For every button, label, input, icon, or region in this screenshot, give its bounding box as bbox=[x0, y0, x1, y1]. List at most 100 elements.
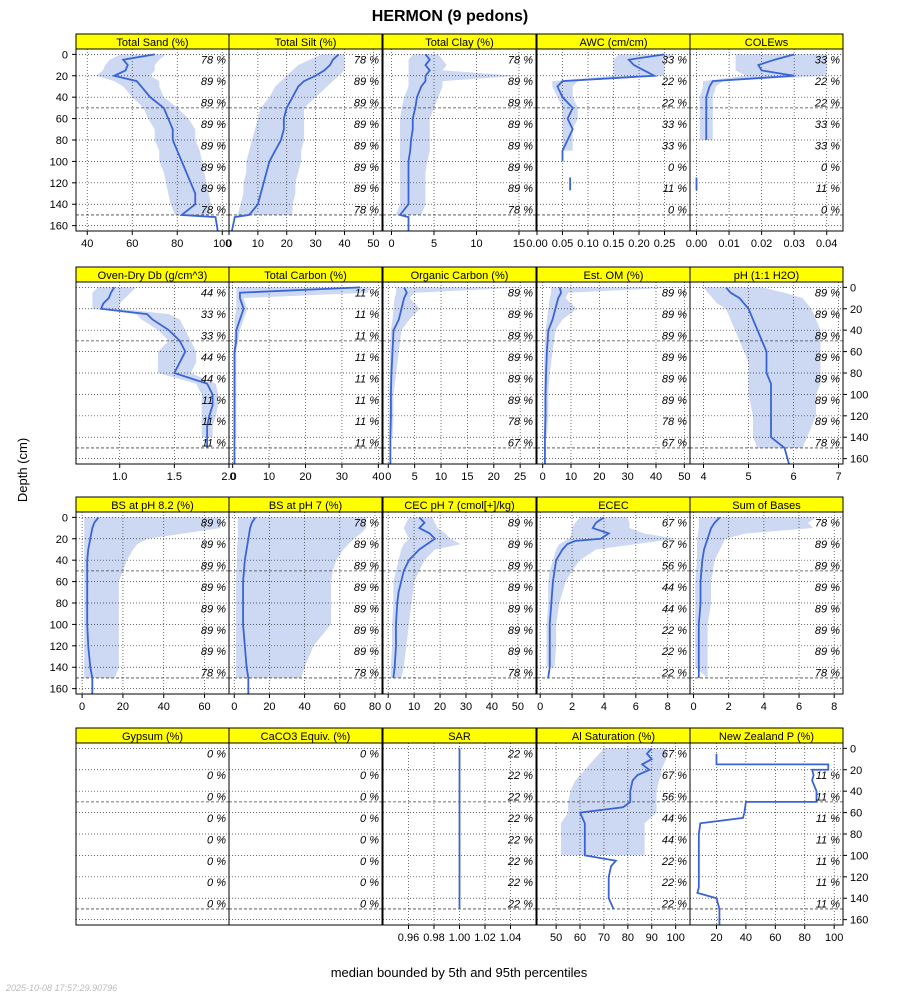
data-coverage-label: 0 % bbox=[360, 813, 379, 825]
x-tick-label: 40 bbox=[158, 701, 170, 713]
x-tick-label: 10 bbox=[470, 238, 482, 250]
data-coverage-label: 89 % bbox=[201, 162, 226, 174]
x-tick-label: 60 bbox=[334, 701, 346, 713]
x-tick-label: 90 bbox=[646, 932, 658, 944]
depth-tick-label: 20 bbox=[850, 765, 862, 777]
data-coverage-label: 33 % bbox=[201, 331, 226, 343]
panel-0-4: COLEws 33 % 22 % 22 % 33 % 33 % 0 % 11 % 0 % 0.00… bbox=[686, 33, 844, 250]
percentile-band bbox=[703, 287, 821, 448]
percentile-band bbox=[236, 517, 367, 678]
data-coverage-label: 0 % bbox=[360, 834, 379, 846]
panel-frame bbox=[228, 48, 383, 232]
data-coverage-label: 89 % bbox=[354, 76, 379, 88]
data-coverage-label: 22 % bbox=[507, 813, 533, 825]
x-tick-label: 1.0 bbox=[112, 471, 127, 483]
x-tick-label: 50 bbox=[367, 238, 379, 250]
data-coverage-label: 11 % bbox=[816, 813, 840, 825]
depth-tick-label: 80 bbox=[850, 368, 862, 380]
x-tick-label: 40 bbox=[298, 701, 310, 713]
x-tick-label: 0.04 bbox=[816, 238, 837, 250]
data-coverage-label: 0 % bbox=[360, 792, 379, 804]
data-coverage-label: 22 % bbox=[507, 877, 533, 889]
data-coverage-label: 89 % bbox=[815, 352, 840, 364]
depth-tick-label: 80 bbox=[56, 598, 68, 610]
data-coverage-label: 89 % bbox=[815, 331, 840, 343]
data-coverage-label: 11 % bbox=[816, 834, 840, 846]
median-line bbox=[389, 286, 408, 464]
data-coverage-label: 89 % bbox=[201, 561, 226, 573]
percentile-band bbox=[695, 517, 817, 678]
x-tick-label: 60 bbox=[126, 238, 138, 250]
x-tick-label: 5 bbox=[412, 471, 418, 483]
depth-tick-label: 120 bbox=[50, 178, 68, 190]
x-tick-label: 6 bbox=[796, 701, 802, 713]
x-tick-label: 40 bbox=[486, 701, 498, 713]
data-coverage-label: 89 % bbox=[508, 140, 533, 152]
x-tick-label: 0 bbox=[79, 701, 85, 713]
data-coverage-label: 11 % bbox=[355, 309, 379, 321]
depth-tick-label: 80 bbox=[56, 135, 68, 147]
x-tick-label: 25 bbox=[514, 471, 526, 483]
data-coverage-label: 11 % bbox=[355, 416, 379, 428]
data-coverage-label: 11 % bbox=[355, 331, 379, 343]
x-tick-label: 30 bbox=[336, 471, 348, 483]
x-tick-label: 100 bbox=[825, 932, 843, 944]
data-coverage-label: 33 % bbox=[815, 119, 840, 131]
data-coverage-label: 89 % bbox=[201, 539, 226, 551]
data-coverage-label: 89 % bbox=[354, 119, 379, 131]
data-coverage-label: 89 % bbox=[354, 603, 379, 615]
x-tick-label: 0.15 bbox=[603, 238, 624, 250]
x-tick-label: 60 bbox=[769, 932, 781, 944]
x-tick-label: 60 bbox=[574, 932, 586, 944]
panel-strip-label: Total Clay (%) bbox=[425, 37, 493, 49]
data-coverage-label: 89 % bbox=[815, 603, 840, 615]
median-line bbox=[99, 286, 214, 448]
data-coverage-label: 0 % bbox=[360, 770, 379, 782]
x-tick-label: 1.02 bbox=[474, 932, 495, 944]
panel-0-2: Total Clay (%) 78 % 89 % 89 % 89 % 89 % 89 % 89… bbox=[382, 33, 537, 250]
x-tick-label: 80 bbox=[369, 701, 381, 713]
x-tick-label: 8 bbox=[831, 701, 837, 713]
data-coverage-label: 44 % bbox=[201, 288, 226, 300]
x-tick-label: 20 bbox=[434, 701, 446, 713]
panel-strip-label: Sum of Bases bbox=[732, 500, 801, 512]
data-coverage-label: 89 % bbox=[201, 646, 226, 658]
depth-tick-label: 140 bbox=[50, 199, 68, 211]
data-coverage-label: 11 % bbox=[355, 438, 379, 450]
panel-strip-label: Oven-Dry Db (g/cm^3) bbox=[98, 270, 208, 282]
x-tick-label: 2 bbox=[569, 701, 575, 713]
median-line bbox=[242, 516, 257, 694]
panel-strip-label: CaCO3 Equiv. (%) bbox=[261, 731, 351, 743]
panel-strip-label: BS at pH 7 (%) bbox=[269, 500, 342, 512]
data-coverage-label: 22 % bbox=[814, 98, 840, 110]
data-coverage-label: 89 % bbox=[201, 625, 226, 637]
data-coverage-label: 44 % bbox=[662, 813, 687, 825]
x-tick-label: 20 bbox=[488, 471, 500, 483]
x-tick-label: 0 bbox=[230, 471, 236, 483]
percentile-band bbox=[552, 54, 675, 151]
x-tick-label: 5 bbox=[745, 471, 751, 483]
data-coverage-label: 89 % bbox=[201, 119, 226, 131]
data-coverage-label: 11 % bbox=[816, 792, 840, 804]
x-tick-label: 2 bbox=[726, 701, 732, 713]
data-coverage-label: 89 % bbox=[815, 288, 840, 300]
x-tick-label: 10 bbox=[565, 471, 577, 483]
percentile-band bbox=[84, 517, 221, 678]
x-tick-label: 2.0 bbox=[221, 471, 236, 483]
data-coverage-label: 89 % bbox=[201, 582, 226, 594]
panel-frame bbox=[689, 511, 844, 695]
panel-0-1: Total Silt (%) 78 % 89 % 89 % 89 % 89 % 89 % 89… bbox=[226, 33, 383, 250]
median-line bbox=[233, 286, 361, 464]
data-coverage-label: 89 % bbox=[508, 625, 533, 637]
panel-strip-label: Total Sand (%) bbox=[116, 37, 188, 49]
x-tick-label: 0.02 bbox=[751, 238, 772, 250]
depth-tick-label: 20 bbox=[56, 71, 68, 83]
data-coverage-label: 78 % bbox=[354, 668, 379, 680]
x-tick-label: 0.98 bbox=[423, 932, 444, 944]
x-tick-label: 30 bbox=[460, 701, 472, 713]
data-coverage-label: 33 % bbox=[815, 55, 840, 67]
x-tick-label: 10 bbox=[252, 238, 264, 250]
data-coverage-label: 89 % bbox=[662, 288, 687, 300]
data-coverage-label: 33 % bbox=[662, 140, 687, 152]
